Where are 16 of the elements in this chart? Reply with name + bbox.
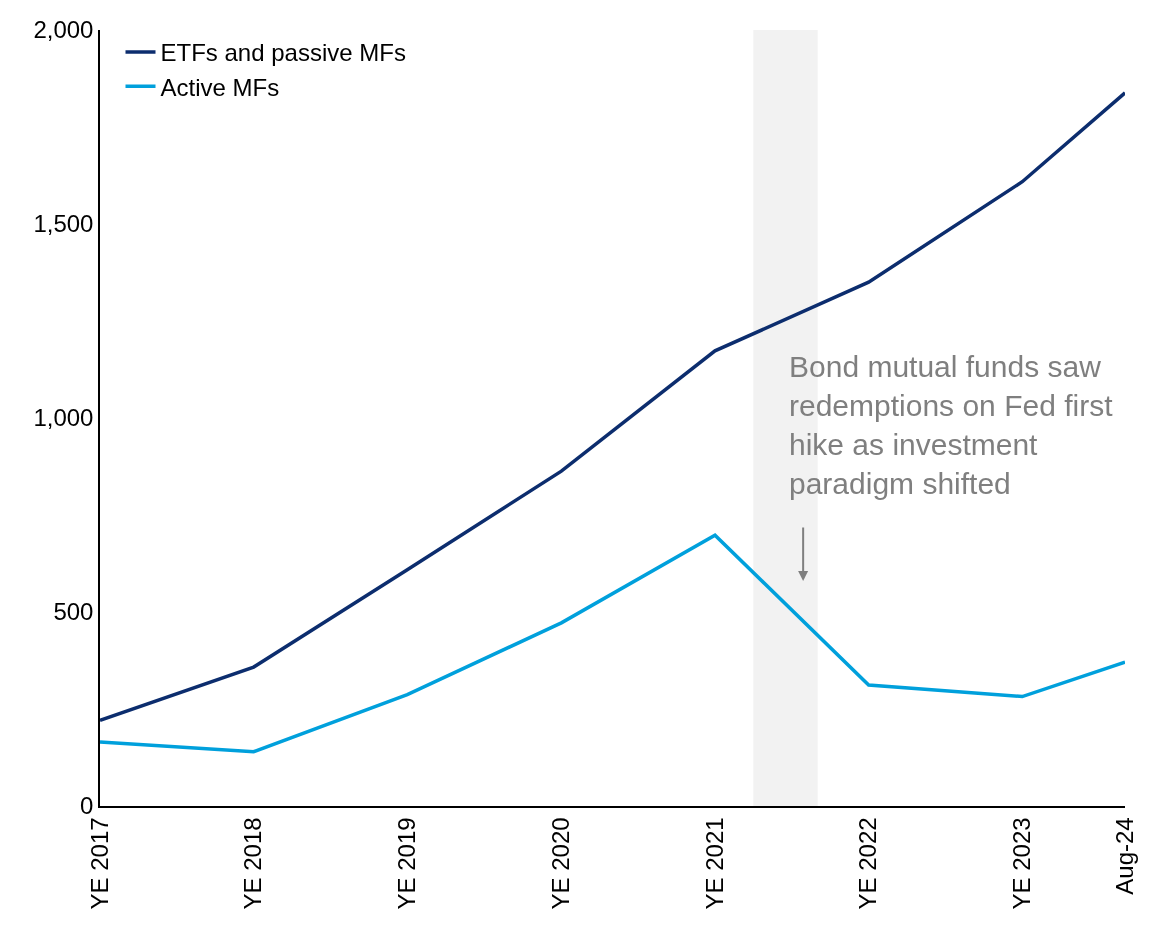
y-tick-label: 500 — [53, 598, 94, 626]
x-tick-label: YE 2020 — [547, 817, 575, 910]
x-tick-label: YE 2019 — [393, 817, 421, 910]
line-series — [100, 533, 1125, 754]
y-tick-label: 2,000 — [33, 16, 94, 44]
x-tick-label: YE 2021 — [700, 817, 728, 910]
annotation: Bond mutual funds saw redemptions on Fed first hike as investment paradigm shifted — [789, 350, 1114, 500]
x-tick-label: Aug-24 — [1110, 817, 1138, 895]
y-tick-label: 1,000 — [33, 404, 94, 432]
x-tick-label: YE 2022 — [854, 817, 882, 910]
x-tick-label: YE 2017 — [85, 817, 113, 910]
x-tick-label: YE 2023 — [1008, 817, 1036, 910]
legend-label: ETFs and passive MFs — [160, 39, 406, 67]
legend-label: Active MFs — [160, 73, 280, 101]
x-tick-label: YE 2018 — [239, 817, 267, 910]
y-tick-label: 1,500 — [33, 210, 94, 238]
